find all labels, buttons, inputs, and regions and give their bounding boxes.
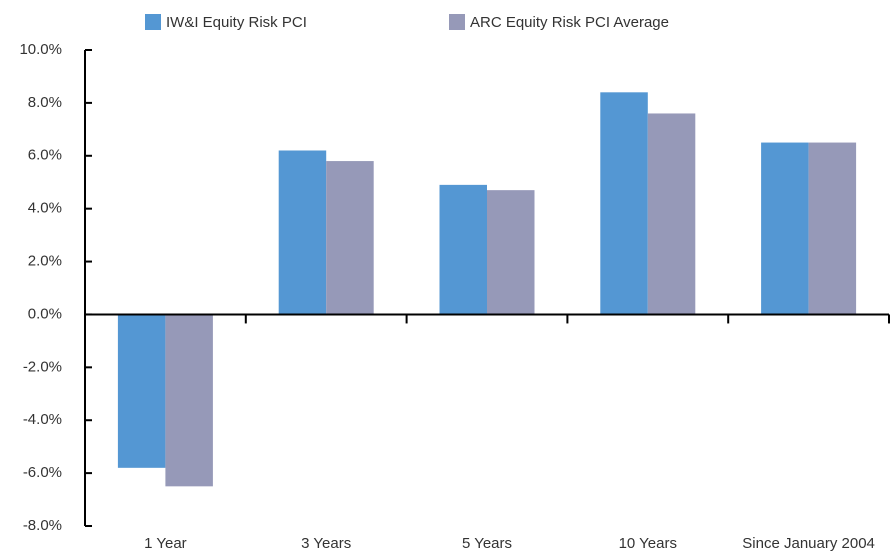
bar <box>647 113 696 315</box>
bar <box>761 142 809 315</box>
bar <box>278 150 327 315</box>
x-tick-label: Since January 2004 <box>742 535 875 552</box>
bar <box>117 314 166 468</box>
bar <box>600 92 648 315</box>
y-tick-label: 6.0% <box>28 147 62 164</box>
y-tick-label: -4.0% <box>23 411 62 428</box>
bar <box>165 314 213 487</box>
x-tick-label: 10 Years <box>619 535 677 552</box>
y-tick-label: 8.0% <box>28 94 62 111</box>
bar <box>439 184 487 315</box>
y-tick-label: 2.0% <box>28 253 62 270</box>
legend-label: ARC Equity Risk PCI Average <box>470 14 669 31</box>
legend-swatch <box>145 14 161 30</box>
bar <box>487 190 535 315</box>
x-tick-label: 1 Year <box>144 535 187 552</box>
bar <box>808 142 857 315</box>
x-tick-label: 5 Years <box>462 535 512 552</box>
y-tick-label: -6.0% <box>23 464 62 481</box>
y-tick-label: 4.0% <box>28 200 62 217</box>
legend-swatch <box>449 14 465 30</box>
x-tick-label: 3 Years <box>301 535 351 552</box>
y-tick-label: -2.0% <box>23 358 62 375</box>
legend-label: IW&I Equity Risk PCI <box>166 14 307 31</box>
bar <box>326 161 374 315</box>
y-tick-label: 0.0% <box>28 305 62 322</box>
y-tick-label: 10.0% <box>19 41 62 58</box>
y-tick-label: -8.0% <box>23 517 62 534</box>
